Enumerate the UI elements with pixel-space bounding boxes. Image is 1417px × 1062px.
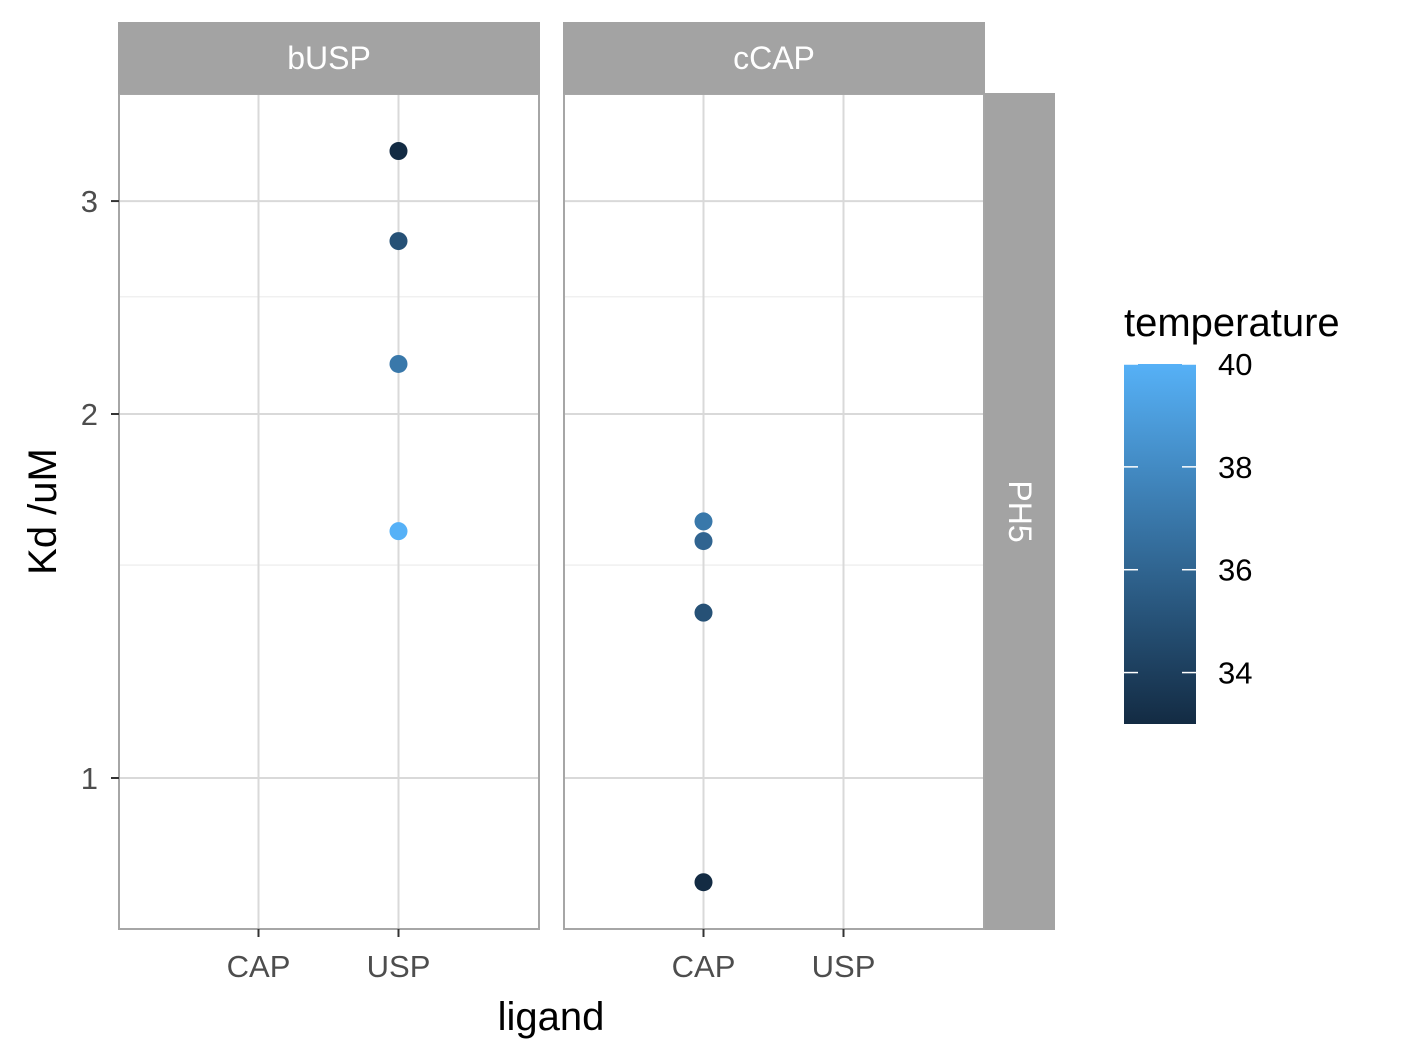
legend-colorbar [1124,364,1196,724]
x-tick-label: USP [812,949,876,984]
facet-strip [563,22,985,94]
data-point [694,873,713,892]
data-point [389,232,408,251]
x-tick-label: USP [367,949,431,984]
y-tick-label: 3 [81,184,98,219]
facet-strip-label: cCAP [733,40,815,76]
legend-label: 38 [1218,450,1252,485]
row-strip-background [985,93,1055,930]
y-axis-title: Kd /uM [21,448,65,575]
legend-label: 40 [1218,347,1252,382]
panel-background [564,94,984,929]
data-point [694,512,713,531]
axes-layer: CAP USP CAP USP 1 2 3 ligand Kd /uM [21,184,875,1039]
x-axis-title: ligand [498,995,605,1039]
y-tick-label: 2 [81,397,98,432]
data-point [694,603,713,622]
y-tick-label: 1 [81,761,98,796]
data-point [389,522,408,541]
facet-strip [118,22,540,94]
row-facet-strip: PH5 [985,93,1055,930]
row-facet-label: PH5 [1002,480,1038,542]
panels-layer: bUSP cCAP PH5 [118,22,1055,930]
facet-panel-bUSP: bUSP [118,22,540,930]
facet-panel-cCAP: cCAP [563,22,985,930]
panel-background [119,94,539,929]
data-point [389,142,408,161]
legend-label: 34 [1218,656,1252,691]
x-tick-label: CAP [227,949,291,984]
facet-strip-label: bUSP [287,40,371,76]
data-point [694,532,713,551]
legend-title: temperature [1124,301,1340,345]
data-point [389,354,408,373]
x-tick-label: CAP [672,949,736,984]
legend-label: 36 [1218,553,1252,588]
